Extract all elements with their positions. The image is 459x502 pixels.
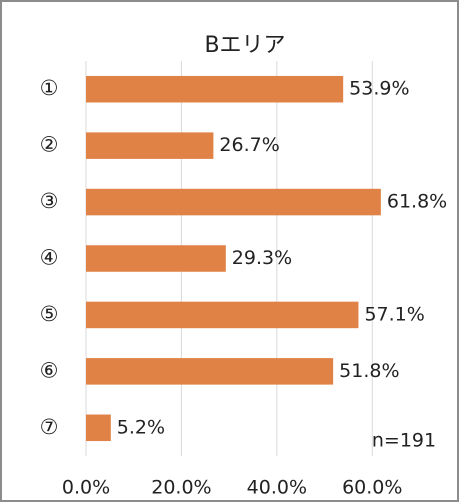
y-tick-label: ②: [40, 133, 59, 157]
annotation: n=191: [372, 430, 436, 452]
y-tick-label: ①: [40, 76, 59, 100]
value-label: 29.3%: [232, 247, 292, 269]
value-label: 53.9%: [349, 78, 409, 100]
value-label: 5.2%: [117, 416, 165, 438]
value-label: 51.8%: [339, 360, 399, 382]
bar: [86, 245, 226, 272]
value-label: 26.7%: [219, 134, 279, 156]
bar: [86, 132, 214, 159]
bar: [86, 301, 359, 329]
y-tick-label: ⑦: [40, 415, 59, 439]
x-tick-label: 60.0%: [342, 477, 402, 499]
x-tick-label: 40.0%: [247, 477, 307, 499]
bar: [86, 358, 334, 385]
bar: [86, 188, 381, 216]
y-tick-label: ⑥: [40, 358, 59, 382]
bar: [86, 414, 111, 442]
x-tick-label: 0.0%: [62, 477, 110, 499]
value-label: 61.8%: [387, 191, 447, 213]
x-tick-label: 20.0%: [151, 477, 211, 499]
chart-title: Bエリア: [204, 33, 285, 58]
value-label: 57.1%: [364, 303, 424, 325]
y-tick-label: ④: [40, 246, 59, 270]
bar: [86, 75, 344, 103]
y-tick-label: ⑤: [40, 302, 59, 326]
y-tick-label: ③: [40, 189, 59, 213]
